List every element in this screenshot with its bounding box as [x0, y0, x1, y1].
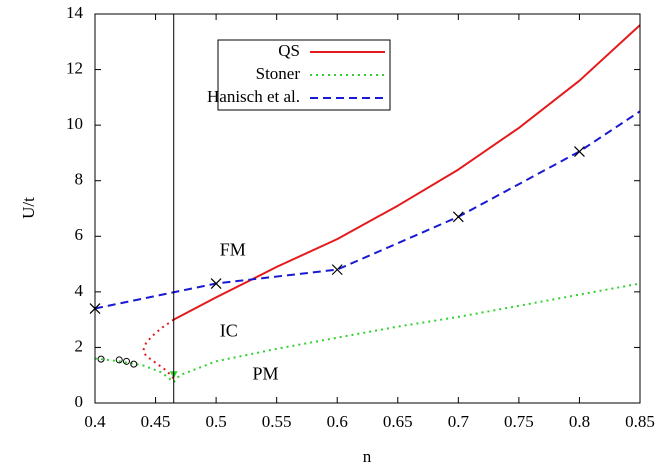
- circle-marker: [115, 356, 123, 364]
- y-axis-title: U/t: [19, 197, 38, 219]
- legend-label-qs: QS: [278, 41, 300, 60]
- series-line-3: [95, 110, 640, 310]
- annotations-layer: FM IC PM: [220, 240, 279, 384]
- x-tick-label: 0.8: [569, 412, 590, 431]
- y-tick-label: 12: [66, 58, 83, 77]
- legend-label-stoner: Stoner: [256, 64, 301, 83]
- markers-layer: [89, 146, 585, 379]
- legend-label-hanisch: Hanisch et al.: [207, 87, 300, 106]
- region-label-fm: FM: [220, 240, 246, 260]
- x-tick-label: 0.75: [504, 412, 534, 431]
- y-tick-label: 2: [75, 336, 84, 355]
- series-line-0: [173, 24, 640, 321]
- x-tick-label: 0.4: [84, 412, 106, 431]
- x-tick-label: 0.45: [141, 412, 171, 431]
- series-line-1: [142, 318, 175, 382]
- cross-marker: [210, 278, 222, 289]
- cross-marker: [574, 146, 585, 157]
- y-tick-label: 0: [75, 392, 84, 411]
- x-tick-label: 0.7: [448, 412, 470, 431]
- circle-marker: [97, 355, 105, 363]
- series-line-2: [95, 282, 640, 384]
- y-tick-label: 14: [66, 3, 84, 22]
- x-axis-title: n: [363, 447, 372, 466]
- region-label-ic: IC: [220, 320, 238, 340]
- x-tick-label: 0.6: [327, 412, 348, 431]
- plot-frame: [94, 13, 641, 404]
- curves-layer: [95, 24, 640, 384]
- y-tick-label: 8: [75, 170, 84, 189]
- ticks-layer: 0.4 0.45 0.5 0.55 0.6 0.65 0.7 0.75 0.8 0.85 0 2 4 6 8…: [66, 3, 655, 431]
- x-tick-label: 0.5: [205, 412, 226, 431]
- y-tick-label: 10: [66, 114, 83, 133]
- y-tick-label: 4: [75, 281, 84, 300]
- circle-marker: [122, 357, 130, 365]
- cross-marker: [331, 264, 343, 276]
- x-tick-label: 0.65: [383, 412, 413, 431]
- x-tick-label: 0.55: [262, 412, 292, 431]
- region-label-pm: PM: [252, 363, 278, 383]
- x-tick-label: 0.85: [625, 412, 655, 431]
- cross-marker: [452, 211, 464, 223]
- y-tick-label: 6: [75, 225, 84, 244]
- circle-marker: [130, 360, 138, 368]
- legend: QS Stoner Hanisch et al.: [207, 39, 391, 111]
